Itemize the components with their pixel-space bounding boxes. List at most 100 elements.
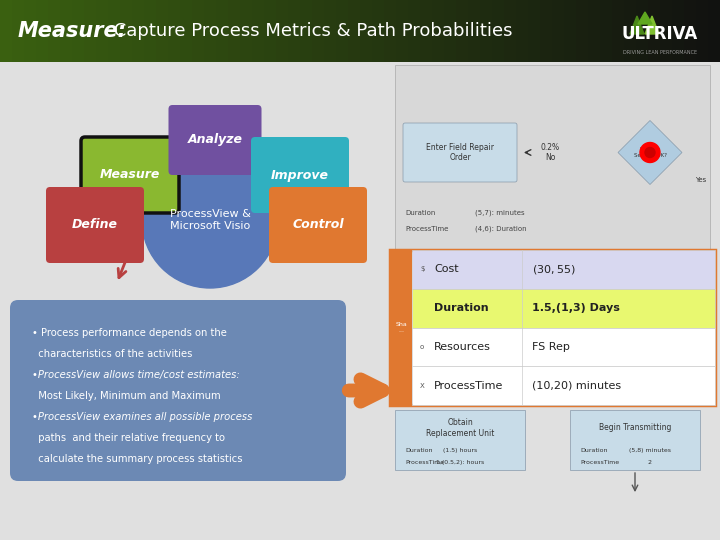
Text: Improve: Improve: [271, 168, 329, 181]
Bar: [132, 0, 145, 62]
Bar: [660, 0, 673, 62]
Bar: [412, 366, 715, 405]
Bar: [624, 0, 637, 62]
Text: Obtain
Replacement Unit: Obtain Replacement Unit: [426, 418, 494, 438]
Bar: [412, 250, 715, 289]
Bar: [24, 0, 37, 62]
Bar: [240, 0, 253, 62]
Text: calculate the summary process statistics: calculate the summary process statistics: [32, 454, 243, 464]
Text: DRIVING LEAN PERFORMANCE: DRIVING LEAN PERFORMANCE: [623, 50, 697, 55]
Bar: [168, 0, 181, 62]
Bar: [144, 0, 157, 62]
Text: Capture Process Metrics & Path Probabilities: Capture Process Metrics & Path Probabili…: [108, 22, 513, 40]
Bar: [312, 0, 325, 62]
Text: •ProcessView examines all possible process: •ProcessView examines all possible proce…: [32, 412, 253, 422]
Bar: [300, 0, 313, 62]
Text: Begin Transmitting: Begin Transmitting: [599, 423, 671, 433]
Bar: [684, 0, 697, 62]
Text: (1.5) hours: (1.5) hours: [443, 448, 477, 453]
Text: Sha
...: Sha ...: [395, 322, 407, 333]
Text: FS Rep: FS Rep: [532, 342, 570, 352]
Text: (5,7): minutes: (5,7): minutes: [475, 210, 525, 217]
FancyBboxPatch shape: [81, 137, 179, 213]
Bar: [228, 0, 241, 62]
Text: o: o: [420, 344, 424, 350]
Text: Enter Field Repair
Order: Enter Field Repair Order: [426, 143, 494, 162]
Bar: [600, 0, 613, 62]
Text: Duration: Duration: [434, 303, 489, 313]
Text: (10,20) minutes: (10,20) minutes: [532, 381, 621, 390]
Bar: [0, 0, 13, 62]
Text: ProcessTime: ProcessTime: [434, 381, 503, 390]
Bar: [120, 0, 133, 62]
FancyBboxPatch shape: [46, 187, 144, 263]
Polygon shape: [645, 16, 659, 34]
Bar: [180, 0, 193, 62]
Bar: [288, 0, 301, 62]
Bar: [672, 0, 685, 62]
Text: (5,8) minutes: (5,8) minutes: [629, 448, 671, 453]
Bar: [264, 0, 277, 62]
Text: characteristics of the activities: characteristics of the activities: [32, 349, 192, 359]
Text: •ProcessView allows time/cost estimates:: •ProcessView allows time/cost estimates:: [32, 370, 240, 380]
Text: ($30,$55): ($30,$55): [532, 263, 576, 276]
Bar: [336, 0, 349, 62]
Text: Resources: Resources: [434, 342, 491, 352]
Bar: [395, 410, 525, 470]
Bar: [360, 0, 373, 62]
FancyBboxPatch shape: [269, 187, 367, 263]
FancyBboxPatch shape: [10, 300, 346, 481]
Bar: [348, 0, 361, 62]
Bar: [468, 0, 481, 62]
Text: Measure: Measure: [100, 168, 160, 181]
Bar: [696, 0, 709, 62]
Bar: [504, 0, 517, 62]
Bar: [412, 289, 715, 327]
Bar: [156, 0, 169, 62]
Text: Analyze: Analyze: [187, 133, 243, 146]
Text: Define: Define: [72, 219, 118, 232]
Text: 1.5,(1,3) Days: 1.5,(1,3) Days: [532, 303, 620, 313]
Bar: [570, 410, 700, 470]
Bar: [252, 0, 265, 62]
Polygon shape: [630, 16, 644, 34]
Bar: [492, 0, 505, 62]
Text: 2: 2: [648, 460, 652, 465]
Bar: [72, 0, 85, 62]
Bar: [96, 0, 109, 62]
Bar: [636, 0, 649, 62]
Bar: [384, 0, 397, 62]
Bar: [540, 0, 553, 62]
FancyBboxPatch shape: [403, 123, 517, 182]
Bar: [516, 0, 529, 62]
Circle shape: [640, 143, 660, 163]
Bar: [552, 0, 565, 62]
Bar: [276, 0, 289, 62]
Text: Control: Control: [292, 219, 344, 232]
Bar: [48, 0, 61, 62]
Polygon shape: [618, 120, 682, 185]
Text: 1,(0.5,2): hours: 1,(0.5,2): hours: [436, 460, 484, 465]
Bar: [564, 0, 577, 62]
Text: Fill Unit
Ser-Yes, OK?: Fill Unit Ser-Yes, OK?: [634, 147, 667, 158]
Text: ULTRIVA: ULTRIVA: [622, 25, 698, 43]
Bar: [432, 0, 445, 62]
Bar: [588, 0, 601, 62]
Text: Duration: Duration: [405, 448, 433, 453]
FancyBboxPatch shape: [251, 137, 349, 213]
Bar: [108, 0, 121, 62]
Bar: [84, 0, 97, 62]
Bar: [12, 0, 25, 62]
Bar: [372, 0, 385, 62]
Bar: [648, 0, 661, 62]
Text: Duration: Duration: [580, 448, 608, 453]
Text: Most Likely, Minimum and Maximum: Most Likely, Minimum and Maximum: [32, 391, 220, 401]
Bar: [60, 0, 73, 62]
Bar: [412, 327, 715, 366]
Bar: [0, 62, 720, 540]
Bar: [390, 250, 715, 405]
Bar: [36, 0, 49, 62]
Circle shape: [142, 152, 278, 288]
Bar: [192, 0, 205, 62]
Polygon shape: [638, 12, 652, 24]
